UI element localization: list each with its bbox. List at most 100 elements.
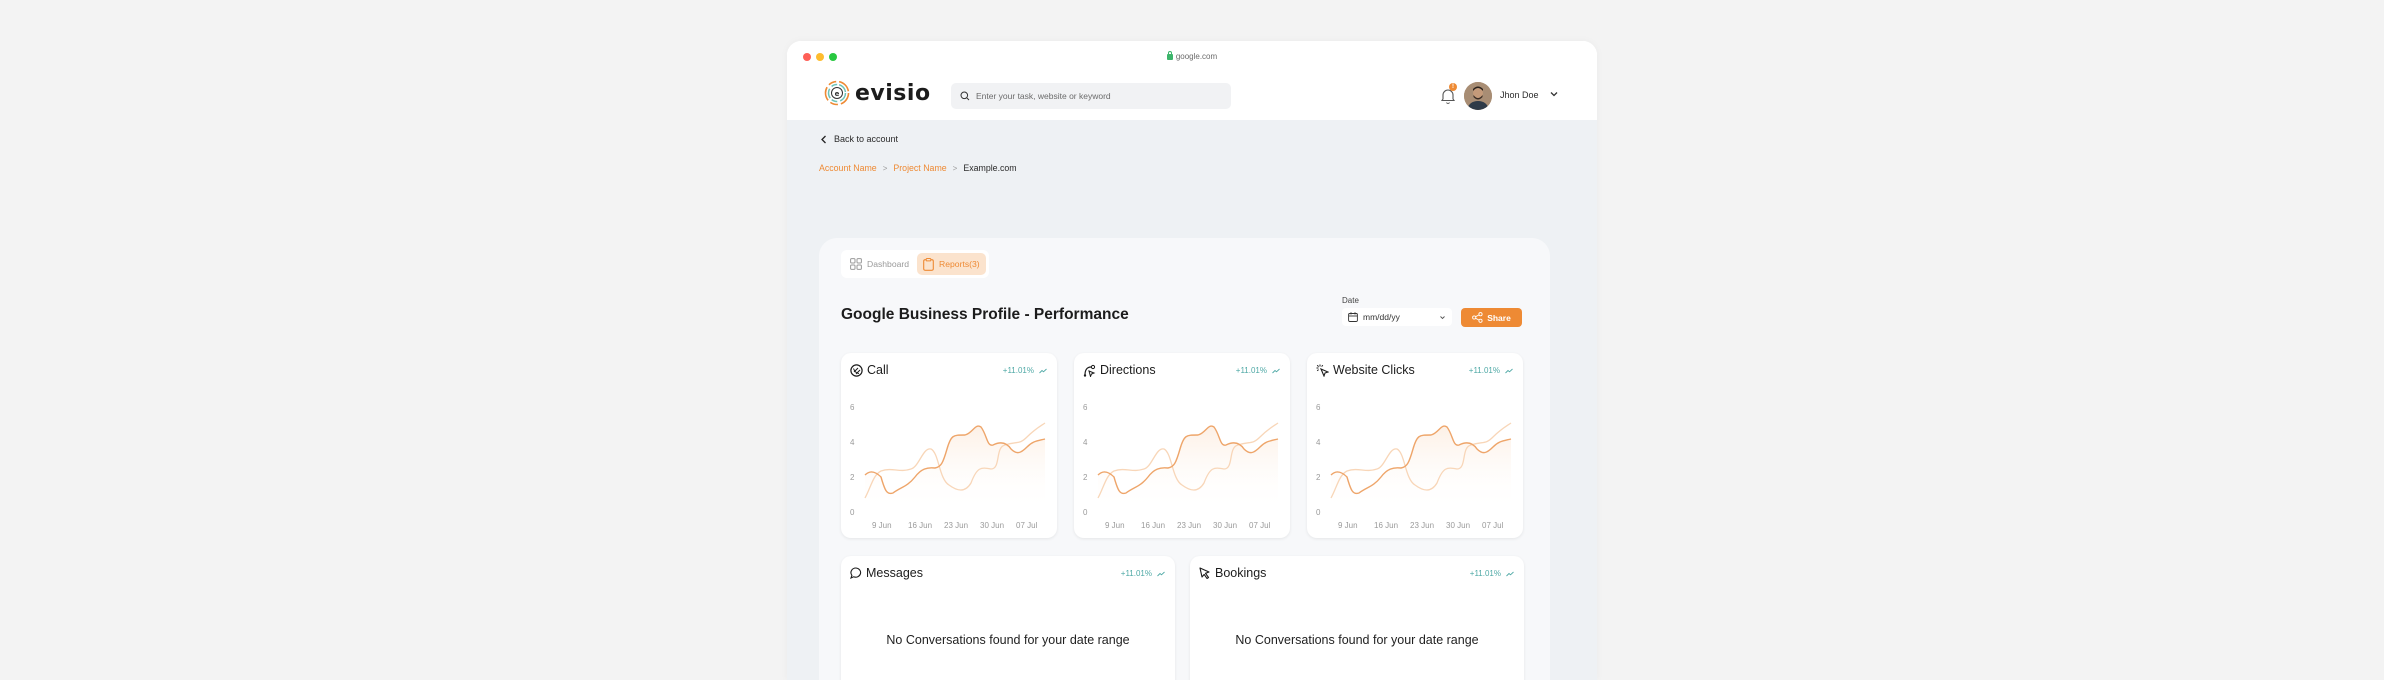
empty-state-message: No Conversations found for your date ran… — [886, 633, 1130, 647]
trend-up-icon — [1039, 368, 1047, 373]
svg-text:30 Jun: 30 Jun — [1446, 521, 1470, 530]
maximize-window-button[interactable] — [829, 53, 837, 61]
share-icon — [1472, 312, 1483, 323]
website-clicks-card: Website Clicks +11.01% — [1307, 353, 1523, 538]
card-title: Website Clicks — [1333, 363, 1415, 377]
date-value: mm/dd/yy — [1363, 312, 1400, 322]
delta-value: +11.01% — [1120, 569, 1152, 578]
chevron-left-icon — [821, 135, 826, 143]
breadcrumb-account[interactable]: Account Name — [819, 163, 877, 173]
evisio-logo-icon: e — [824, 80, 850, 106]
browser-window: google.com e evisio ! — [787, 41, 1597, 680]
directions-icon — [1083, 364, 1096, 377]
delta-value: +11.01% — [1002, 366, 1034, 375]
trend-up-icon — [1272, 368, 1280, 373]
svg-text:4: 4 — [1316, 438, 1321, 447]
delta-badge: +11.01% — [1236, 366, 1280, 375]
search-icon — [960, 91, 970, 101]
breadcrumb-separator-icon: > — [882, 163, 888, 173]
logo[interactable]: e evisio — [824, 80, 931, 106]
svg-text:4: 4 — [850, 438, 855, 447]
svg-text:9 Jun: 9 Jun — [872, 521, 892, 530]
avatar[interactable] — [1464, 82, 1492, 110]
user-photo-icon — [1464, 82, 1492, 110]
delta-badge: +11.01% — [1469, 366, 1513, 375]
card-header: Bookings — [1199, 566, 1266, 580]
date-label: Date — [1342, 296, 1359, 305]
svg-text:6: 6 — [1316, 403, 1321, 412]
svg-text:30 Jun: 30 Jun — [980, 521, 1004, 530]
svg-text:6: 6 — [850, 403, 855, 412]
svg-text:07 Jul: 07 Jul — [1016, 521, 1038, 530]
svg-text:2: 2 — [1083, 473, 1088, 482]
delta-badge: +11.01% — [1003, 366, 1047, 375]
logo-text: evisio — [855, 80, 931, 106]
chevron-down-icon — [1440, 315, 1445, 319]
page-title: Google Business Profile - Performance — [841, 306, 1129, 323]
svg-text:16 Jun: 16 Jun — [1374, 521, 1398, 530]
svg-text:07 Jul: 07 Jul — [1249, 521, 1271, 530]
card-title: Call — [867, 363, 889, 377]
tab-reports[interactable]: Reports(3) — [917, 253, 986, 275]
svg-text:0: 0 — [1316, 508, 1321, 517]
view-tabs: Dashboard Reports(3) — [841, 250, 989, 278]
trend-up-icon — [1506, 571, 1514, 576]
delta-value: +11.01% — [1468, 366, 1500, 375]
card-title: Bookings — [1215, 566, 1267, 580]
breadcrumb-separator-icon: > — [952, 163, 958, 173]
card-header: Directions — [1083, 363, 1156, 377]
minimize-window-button[interactable] — [816, 53, 824, 61]
card-header: Website Clicks — [1316, 363, 1415, 377]
share-label: Share — [1487, 312, 1511, 323]
svg-text:23 Jun: 23 Jun — [1410, 521, 1434, 530]
svg-text:9 Jun: 9 Jun — [1105, 521, 1125, 530]
call-icon — [850, 363, 863, 377]
date-picker[interactable]: mm/dd/yy — [1342, 308, 1452, 326]
message-icon — [850, 567, 862, 579]
click-icon — [1316, 364, 1329, 377]
tab-dashboard-label: Dashboard — [867, 259, 910, 269]
tab-reports-label: Reports(3) — [939, 259, 980, 269]
card-header: Messages — [850, 566, 923, 580]
share-button[interactable]: Share — [1461, 308, 1522, 327]
svg-text:9 Jun: 9 Jun — [1338, 521, 1358, 530]
call-line-chart: 6 4 2 0 9 Jun 16 Jun 23 Jun 30 Jun 07 Ju… — [850, 403, 1046, 530]
breadcrumb-project[interactable]: Project Name — [893, 163, 947, 173]
trend-up-icon — [1157, 571, 1165, 576]
card-title: Messages — [866, 566, 923, 580]
close-window-button[interactable] — [803, 53, 811, 61]
svg-text:23 Jun: 23 Jun — [944, 521, 968, 530]
svg-text:07 Jul: 07 Jul — [1482, 521, 1504, 530]
svg-text:0: 0 — [1083, 508, 1088, 517]
card-title: Directions — [1100, 363, 1156, 377]
svg-text:e: e — [835, 90, 840, 98]
search-input[interactable] — [976, 91, 1216, 101]
user-name[interactable]: Jhon Doe — [1500, 90, 1539, 100]
breadcrumb-current: Example.com — [963, 163, 1017, 173]
directions-card: Directions +11.01% — [1074, 353, 1290, 538]
svg-text:4: 4 — [1083, 438, 1088, 447]
chevron-down-icon[interactable] — [1549, 89, 1559, 99]
delta-badge: +11.01% — [1121, 569, 1165, 578]
svg-text:16 Jun: 16 Jun — [908, 521, 932, 530]
back-to-account-link[interactable]: Back to account — [820, 134, 898, 144]
clipboard-icon — [923, 257, 934, 271]
report-panel: Dashboard Reports(3) Google Business Pro… — [819, 238, 1550, 680]
url-text: google.com — [1175, 52, 1218, 61]
tab-dashboard[interactable]: Dashboard — [844, 253, 915, 275]
main-content: Back to account Account Name > Project N… — [787, 120, 1597, 680]
delta-value: +11.01% — [1235, 366, 1267, 375]
address-bar[interactable]: google.com — [787, 50, 1597, 61]
svg-text:6: 6 — [1083, 403, 1088, 412]
svg-text:23 Jun: 23 Jun — [1177, 521, 1201, 530]
svg-text:30 Jun: 30 Jun — [1213, 521, 1237, 530]
svg-text:16 Jun: 16 Jun — [1141, 521, 1165, 530]
grid-icon — [850, 258, 862, 270]
search-bar[interactable] — [951, 83, 1231, 109]
cursor-icon — [1199, 567, 1210, 579]
breadcrumb: Account Name > Project Name > Example.co… — [819, 163, 1017, 173]
delta-value: +11.01% — [1469, 569, 1501, 578]
back-label: Back to account — [834, 134, 899, 144]
svg-text:2: 2 — [850, 473, 855, 482]
svg-text:0: 0 — [850, 508, 855, 517]
